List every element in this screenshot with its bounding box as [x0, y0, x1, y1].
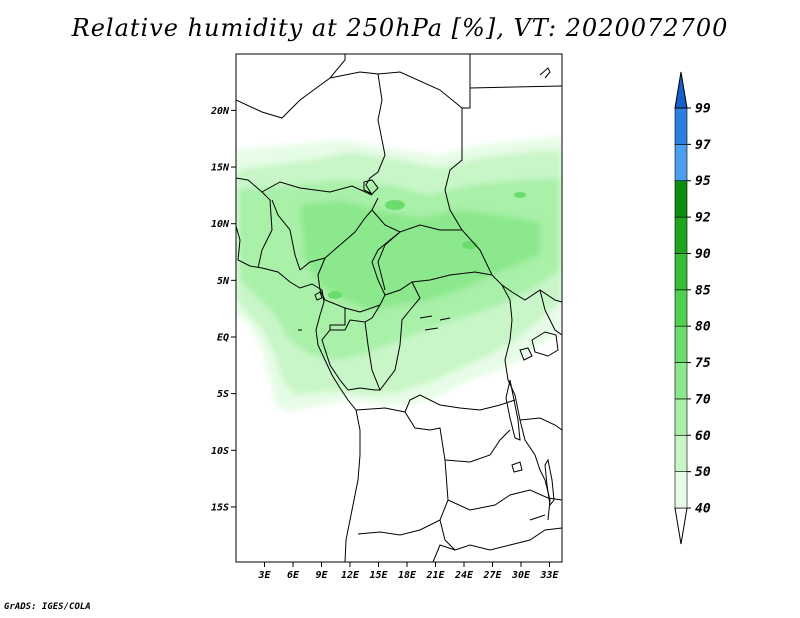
colorbar-label: 92 [695, 211, 711, 226]
longitude-axis: 3E 6E 9E 12E 15E 18E 21E 24E 27E 30E 33E [257, 562, 560, 581]
map-frame [235, 53, 563, 563]
colorbar-segment [674, 398, 688, 436]
colorbar-label: 40 [695, 502, 711, 517]
colorbar-lower-extension [674, 507, 688, 545]
colorbar-label: 70 [695, 392, 711, 407]
colorbar-label: 80 [695, 320, 711, 335]
lake-tanganyika [505, 379, 521, 441]
humidity-shading [236, 135, 562, 412]
lon-label: 3E [257, 570, 271, 581]
colorbar-segment [674, 434, 688, 472]
lat-label: 5S [217, 389, 229, 400]
lake-chad [363, 179, 379, 195]
rh-high-patches [328, 192, 526, 299]
colorbar-segment [674, 216, 688, 254]
lat-label: 20N [210, 106, 230, 117]
colorbar-label: 75 [695, 356, 711, 371]
colorbar-label: 60 [695, 429, 711, 444]
lat-label: 15S [211, 502, 229, 513]
coastline [236, 225, 361, 562]
colorbar-segment [674, 471, 688, 509]
colorbar: 40 50 60 70 75 80 85 90 92 95 97 99 [674, 71, 711, 545]
lat-label: 15N [211, 163, 230, 174]
colorbar-upper-extension [674, 71, 688, 109]
lat-label: 5N [217, 276, 230, 287]
rh-70-75-region [300, 200, 540, 310]
colorbar-segment [674, 253, 688, 291]
colorbar-segment [674, 362, 688, 400]
colorbar-label: 50 [695, 465, 711, 480]
lake-victoria [531, 331, 559, 357]
colorbar-segment [674, 325, 688, 363]
map-boundaries [236, 54, 562, 562]
colorbar-segment [674, 144, 688, 182]
colorbar-segment [674, 289, 688, 327]
grads-credit: GrADS: IGES/COLA [4, 602, 91, 612]
lon-label: 9E [315, 570, 328, 581]
lon-label: 18E [398, 570, 417, 581]
lon-label: 15E [369, 570, 388, 581]
lake-malawi [544, 458, 555, 507]
lat-label: 10S [211, 446, 229, 457]
lon-label: 21E [425, 570, 445, 581]
colorbar-label: 85 [695, 283, 711, 298]
colorbar-label: 99 [695, 102, 711, 117]
colorbar-segment [674, 180, 688, 218]
lat-label: 10N [211, 219, 230, 230]
colorbar-label: 95 [695, 174, 711, 189]
colorbar-label: 90 [695, 247, 711, 262]
lon-label: 12E [341, 570, 360, 581]
lat-label: EQ [217, 333, 229, 344]
colorbar-segment [674, 107, 688, 145]
lon-label: 30E [511, 570, 531, 581]
colorbar-label: 97 [695, 138, 711, 153]
map-title: Relative humidity at 250hPa [%], VT: 202… [71, 14, 729, 42]
lon-label: 33E [539, 570, 559, 581]
lon-label: 6E [287, 570, 300, 581]
latitude-axis: 20N 15N 10N 5N EQ 5S 10S 15S [210, 106, 236, 513]
lon-label: 24E [454, 570, 474, 581]
lon-label: 27E [482, 570, 502, 581]
